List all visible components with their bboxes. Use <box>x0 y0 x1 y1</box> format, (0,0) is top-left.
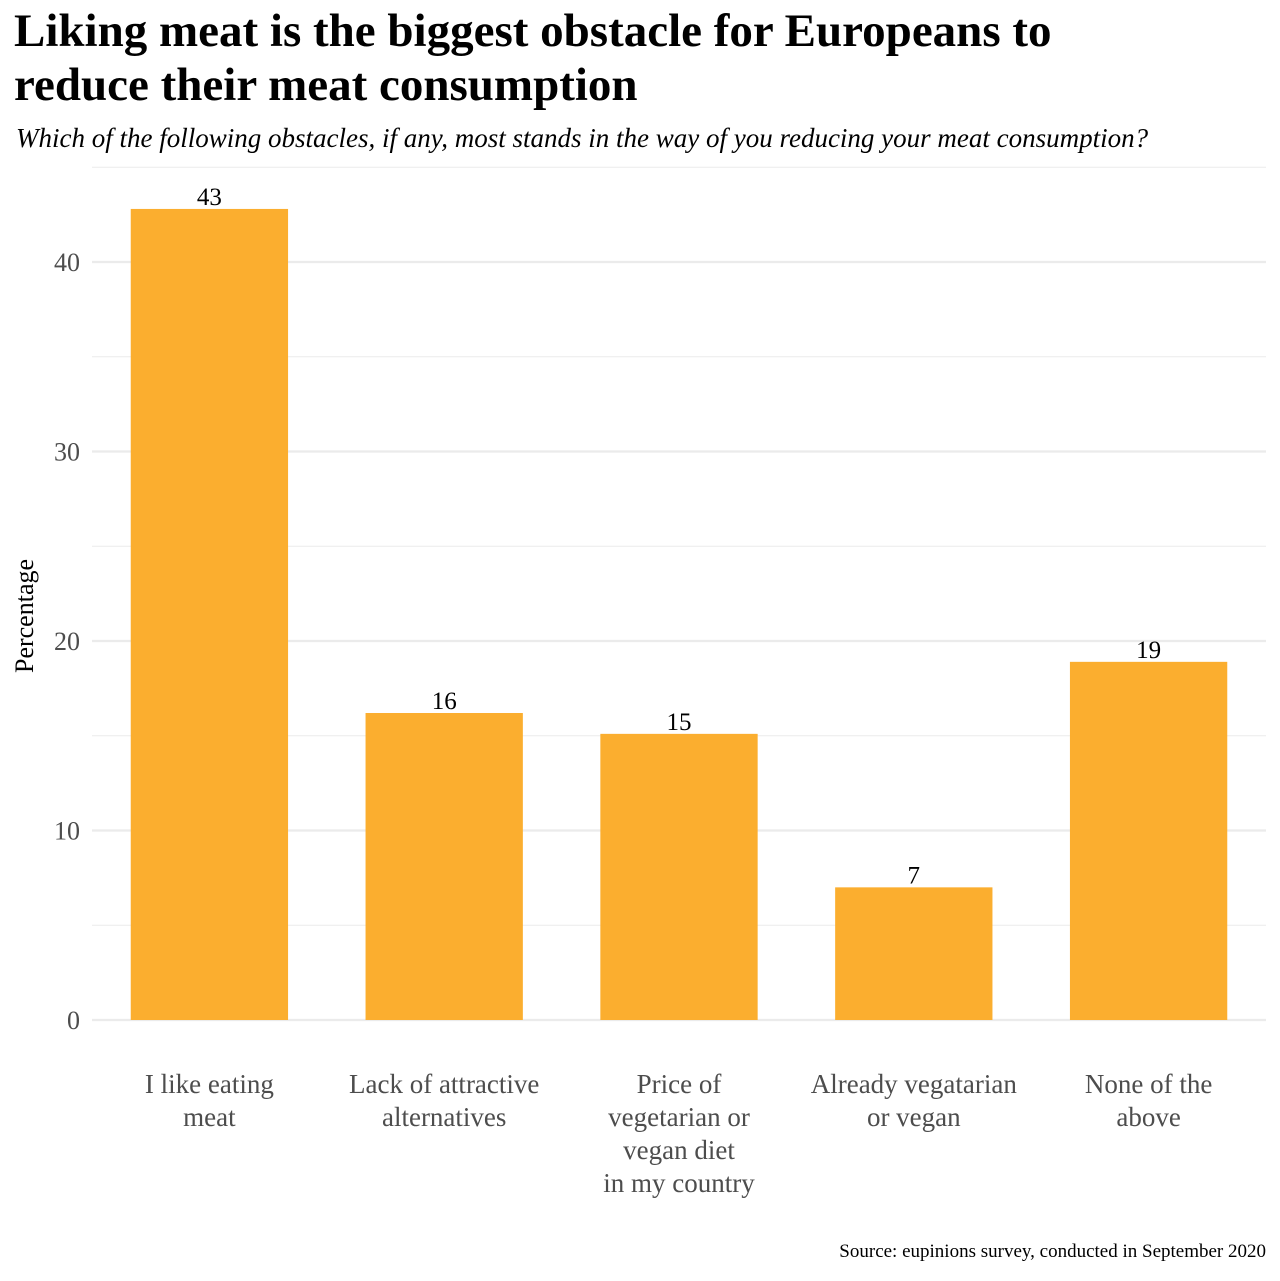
bars <box>130 208 1228 1020</box>
y-axis: 0 10 20 30 40 <box>54 248 80 1035</box>
y-tick-label: 20 <box>54 627 80 656</box>
bar-value-label: 16 <box>432 688 457 715</box>
bar <box>600 733 758 1020</box>
bar-value-label: 7 <box>908 862 921 889</box>
bar <box>1069 661 1228 1020</box>
y-tick-label: 10 <box>54 817 80 846</box>
source-caption: Source: eupinions survey, conducted in S… <box>839 1241 1266 1262</box>
chart-title: Liking meat is the biggest obstacle for … <box>14 5 1052 111</box>
bar <box>365 713 523 1020</box>
bar <box>130 208 289 1020</box>
x-tick-label: Lack of attractive alternatives <box>349 1069 539 1132</box>
x-axis: I like eating meat Lack of attractive alter… <box>145 1069 1212 1198</box>
y-tick-label: 40 <box>54 248 80 277</box>
bar-value-label: 19 <box>1136 637 1161 664</box>
chart-subtitle: Which of the following obstacles, if any… <box>16 123 1149 153</box>
x-tick-label: None of the above <box>1085 1069 1212 1132</box>
x-tick-label: Price of vegetarian or vegan diet in my cou… <box>603 1069 755 1198</box>
y-tick-label: 0 <box>67 1006 80 1035</box>
x-tick-label: Already vegatarian or vegan <box>811 1069 1018 1132</box>
y-tick-label: 30 <box>54 438 80 467</box>
x-tick-label: I like eating meat <box>145 1069 274 1132</box>
data-labels: 43 16 15 7 19 <box>197 184 1161 889</box>
y-axis-title: Percentage <box>10 559 39 673</box>
bar-value-label: 43 <box>197 184 222 211</box>
bar <box>835 887 993 1020</box>
bar-value-label: 15 <box>667 709 692 736</box>
